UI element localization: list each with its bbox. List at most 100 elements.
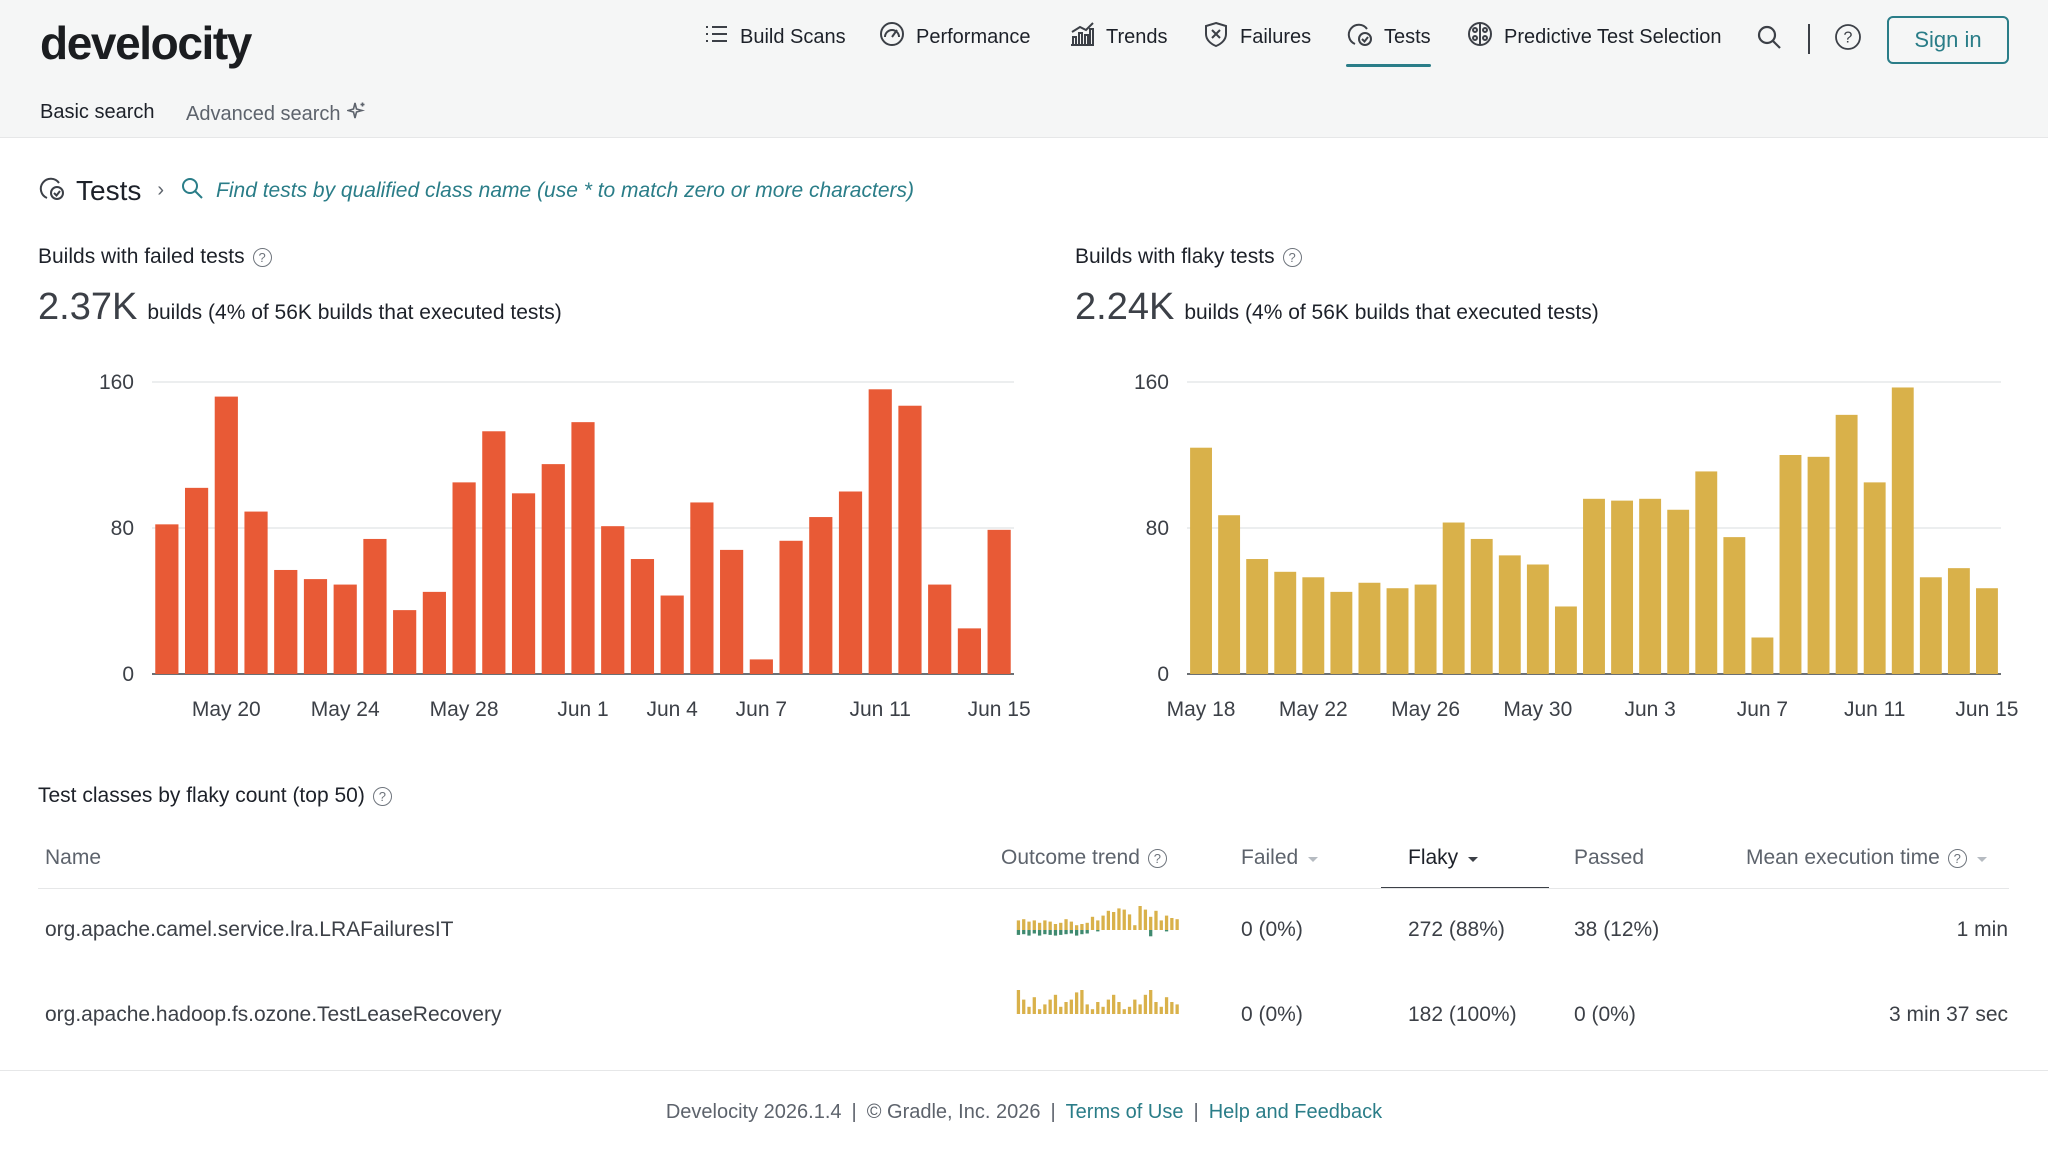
- x-tick-label: May 28: [430, 698, 499, 721]
- flaky-spark-bar: [1117, 908, 1121, 930]
- chart-bar: [214, 396, 238, 674]
- flaky-spark-bar: [1080, 924, 1084, 930]
- test-class-name[interactable]: org.apache.camel.service.lra.LRAFailures…: [45, 918, 454, 941]
- chart-bar: [690, 502, 714, 674]
- help-icon[interactable]: ?: [372, 786, 392, 806]
- x-tick-label: May 26: [1391, 698, 1460, 721]
- chart-bar: [363, 538, 387, 674]
- nav-tests[interactable]: Tests: [1346, 20, 1431, 67]
- class-search-hint: Find tests by qualified class name (use …: [216, 178, 914, 202]
- footer-separator: |: [851, 1101, 857, 1123]
- flaky-spark-bar: [1101, 915, 1105, 930]
- flaky-spark-bar: [1096, 920, 1100, 930]
- passed-spark-bar: [1164, 930, 1169, 932]
- terms-of-use-link[interactable]: Terms of Use: [1065, 1101, 1184, 1123]
- chart-bar: [1526, 564, 1549, 674]
- help-icon[interactable]: ?: [1147, 848, 1167, 868]
- flaky-table-title: Test classes by flaky count (top 50) ?: [38, 784, 392, 808]
- sort-down-icon: [1306, 846, 1320, 870]
- passed-spark-bar: [1053, 930, 1058, 936]
- flaky-stat-sub: builds (4% of 56K builds that executed t…: [1184, 301, 1599, 324]
- sort-down-icon: [1975, 846, 1989, 870]
- trend-chart-icon: [1068, 20, 1096, 54]
- passed-spark-bar: [1096, 930, 1100, 932]
- chart-bar: [1442, 522, 1465, 674]
- shield-x-icon: [1202, 20, 1230, 54]
- flaky-spark-bar: [1085, 922, 1089, 930]
- chart-bar: [1639, 498, 1662, 674]
- passed-spark-bar: [1027, 930, 1031, 936]
- chart-bar: [303, 579, 328, 674]
- help-icon[interactable]: ?: [1282, 247, 1302, 267]
- col-passed[interactable]: Passed: [1574, 846, 1644, 870]
- chart-bar: [720, 549, 744, 674]
- nav-build-scans-label: Build Scans: [740, 25, 846, 48]
- flaky-spark-bar: [1149, 916, 1153, 930]
- col-mean-execution-time[interactable]: Mean execution time ?: [1746, 846, 1989, 870]
- develocity-logo[interactable]: develocity: [40, 17, 252, 69]
- nav-build-scans[interactable]: Build Scans: [702, 20, 846, 54]
- flaky-spark-bar: [1138, 906, 1142, 930]
- chart-bar: [1919, 577, 1942, 674]
- passed-spark-bar: [1048, 930, 1052, 935]
- search-icon[interactable]: [1754, 22, 1784, 52]
- flaky-spark-bar: [1059, 922, 1063, 930]
- x-tick-label: Jun 7: [736, 698, 787, 721]
- chart-bar: [1358, 582, 1381, 674]
- chart-bar: [1751, 637, 1774, 674]
- flaky-spark-bar: [1127, 914, 1132, 930]
- flaky-spark-bar: [1022, 999, 1026, 1014]
- footer-version: Develocity 2026.1.4: [665, 1101, 842, 1123]
- help-feedback-link[interactable]: Help and Feedback: [1208, 1101, 1383, 1123]
- breadcrumb-separator: ›: [157, 179, 165, 201]
- chart-bar: [1246, 559, 1269, 674]
- help-icon[interactable]: ?: [252, 247, 272, 267]
- chart-bar: [1414, 584, 1437, 674]
- x-tick-label: Jun 7: [1737, 698, 1788, 721]
- passed-spark-bar: [1043, 930, 1047, 935]
- col-flaky[interactable]: Flaky: [1408, 846, 1480, 870]
- tab-advanced-search[interactable]: Advanced search: [186, 101, 367, 127]
- y-tick-label: 80: [111, 517, 134, 540]
- y-tick-label: 160: [99, 371, 134, 394]
- col-name[interactable]: Name: [45, 846, 101, 870]
- nav-predictive-test-selection[interactable]: Predictive Test Selection: [1466, 20, 1722, 54]
- help-icon[interactable]: ?: [1833, 22, 1863, 52]
- chart-bar: [1779, 455, 1802, 674]
- flaky-spark-bar: [1154, 1002, 1158, 1014]
- nav-performance[interactable]: Performance: [878, 20, 1031, 54]
- flaky-spark-bar: [1064, 919, 1068, 930]
- chart-bar: [393, 610, 417, 674]
- passed-spark-bar: [1064, 930, 1068, 935]
- flaky-spark-bar: [1074, 925, 1079, 930]
- flaky-spark-bar: [1117, 1002, 1121, 1014]
- class-search-link[interactable]: Find tests by qualified class name (use …: [180, 176, 914, 206]
- nav-failures[interactable]: Failures: [1202, 20, 1311, 54]
- sign-in-button[interactable]: Sign in: [1887, 16, 2009, 64]
- col-failed[interactable]: Failed: [1241, 846, 1320, 870]
- help-icon[interactable]: ?: [1947, 848, 1967, 868]
- flaky-spark-bar: [1037, 922, 1042, 930]
- passed-spark-bar: [1016, 930, 1021, 935]
- passed-spark-bar: [1069, 930, 1073, 934]
- chart-bar: [244, 511, 268, 674]
- chart-bar: [1190, 447, 1212, 674]
- y-tick-label: 160: [1134, 371, 1169, 394]
- chart-bar: [868, 389, 892, 674]
- chart-bar: [571, 422, 595, 674]
- flaky-spark-bar: [1090, 916, 1095, 930]
- test-class-name[interactable]: org.apache.hadoop.fs.ozone.TestLeaseReco…: [45, 1003, 502, 1026]
- flaky-spark-bar: [1138, 1004, 1142, 1014]
- chart-bar: [957, 628, 982, 674]
- chart-bar: [1386, 588, 1409, 674]
- page-title: Tests: [76, 174, 142, 206]
- passed-spark-bar: [1059, 930, 1063, 935]
- nav-trends[interactable]: Trends: [1068, 20, 1168, 54]
- flaky-spark-bar: [1053, 994, 1058, 1014]
- chart-bar: [1583, 498, 1605, 674]
- tab-basic-search[interactable]: Basic search: [40, 101, 155, 123]
- chart-bar: [155, 524, 179, 674]
- flaky-table-title-text: Test classes by flaky count (top 50): [38, 784, 365, 807]
- flaky-spark-bar: [1175, 919, 1179, 930]
- chart-bar: [1695, 471, 1718, 674]
